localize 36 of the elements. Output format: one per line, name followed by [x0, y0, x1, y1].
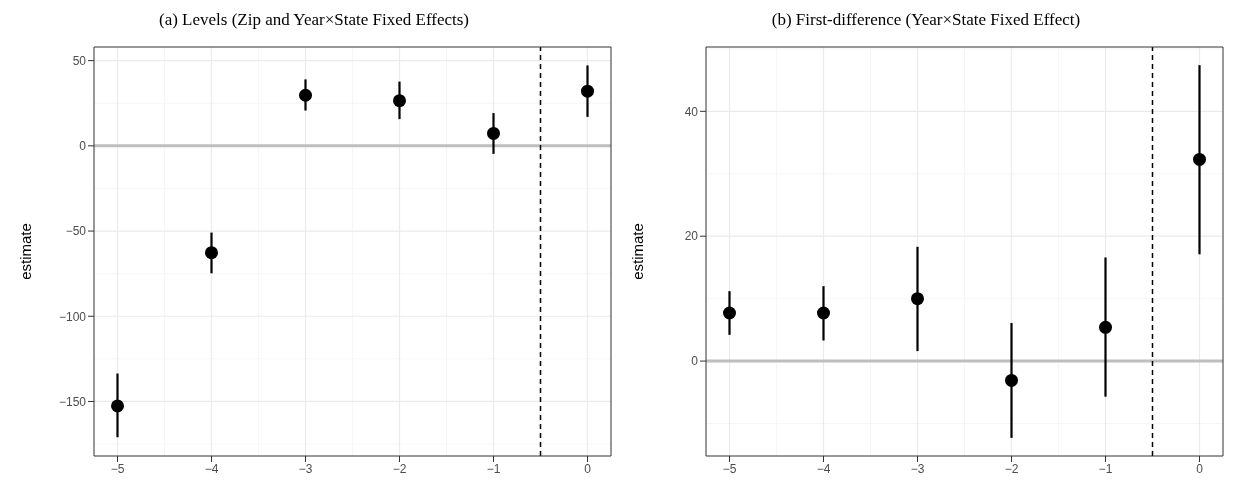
- point: [111, 399, 124, 413]
- point: [487, 126, 500, 140]
- point: [1193, 152, 1206, 166]
- y-axis-title: estimate: [629, 223, 647, 280]
- point: [581, 84, 594, 98]
- x-tick-label: −5: [722, 461, 737, 476]
- point: [1099, 320, 1112, 334]
- point: [393, 94, 406, 108]
- chart-title: (b) First-difference (Year×State Fixed Effect): [770, 9, 1082, 31]
- y-tick-label: −100: [58, 309, 87, 324]
- x-tick-label: −4: [816, 461, 831, 476]
- y-tick-label: 0: [79, 139, 87, 154]
- y-axis-title: estimate: [17, 223, 35, 280]
- x-tick-label: −4: [204, 461, 219, 476]
- point: [1005, 373, 1018, 387]
- y-tick-label: −50: [65, 224, 87, 239]
- x-tick-label: −2: [392, 461, 407, 476]
- x-tick-label: −1: [1098, 461, 1113, 476]
- chart-title: (a) Levels (Zip and Year×State Fixed Effects): [158, 9, 470, 31]
- point: [911, 292, 924, 306]
- point: [723, 306, 736, 320]
- y-tick-label: 0: [691, 354, 699, 369]
- y-tick-label: 40: [684, 104, 699, 119]
- y-tick-label: −150: [58, 394, 87, 409]
- x-tick-label: 0: [584, 461, 592, 476]
- point: [205, 246, 218, 260]
- x-tick-label: −3: [910, 461, 925, 476]
- y-tick-label: 20: [684, 229, 699, 244]
- point: [299, 88, 312, 102]
- point: [817, 306, 830, 320]
- y-tick-label: 50: [72, 53, 87, 68]
- x-tick-label: −5: [110, 461, 125, 476]
- x-tick-label: −2: [1004, 461, 1019, 476]
- x-tick-label: −3: [298, 461, 313, 476]
- x-tick-label: 0: [1196, 461, 1204, 476]
- x-tick-label: −1: [486, 461, 501, 476]
